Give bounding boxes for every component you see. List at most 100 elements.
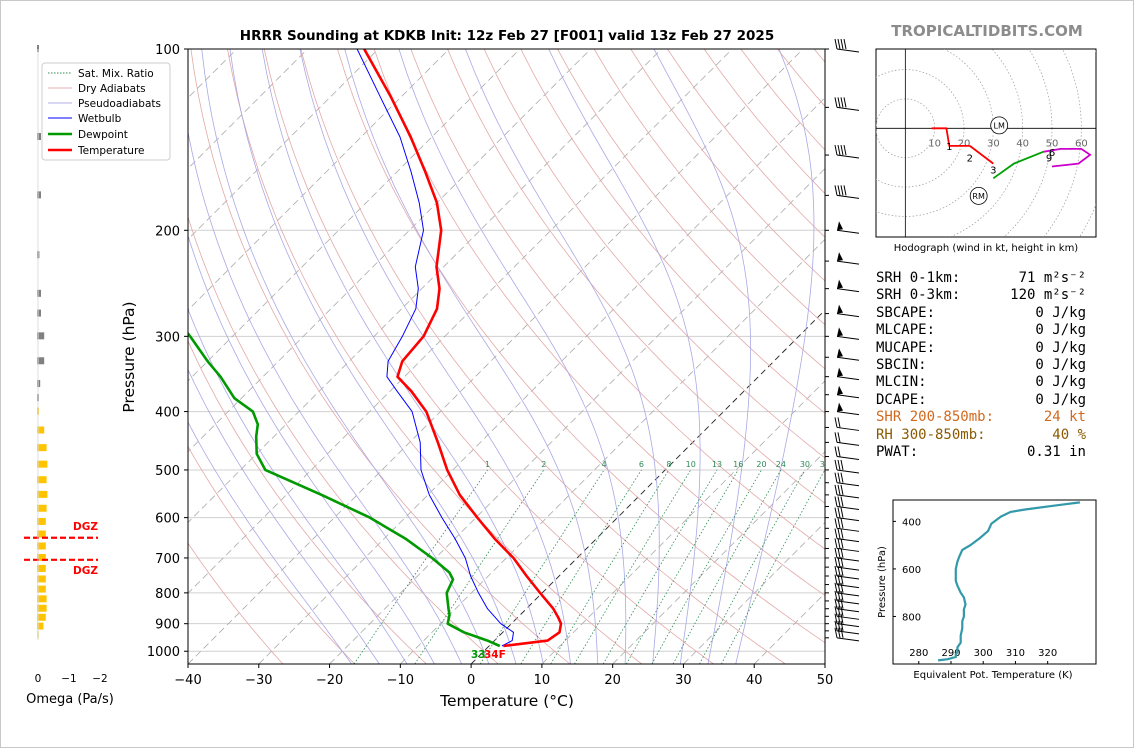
- dry-adiabat: [263, 49, 714, 664]
- wind-barb-feather: [840, 582, 844, 593]
- wind-barb-feather: [834, 590, 838, 602]
- wind-barb-pennant: [837, 252, 843, 262]
- dry-adiabat: [373, 49, 825, 596]
- wind-barb-feather: [837, 507, 841, 518]
- skewt-x-axis-label: Temperature (°C): [439, 692, 574, 710]
- theta-e-y-tick-label: 600: [902, 565, 921, 576]
- dry-adiabat: [300, 49, 786, 664]
- skewt-y-tick-label: 500: [155, 464, 180, 479]
- legend-label-pseudoadiabats: Pseudoadiabats: [78, 98, 161, 110]
- omega-x-axis-label: Omega (Pa/s): [26, 692, 114, 707]
- stat-value: 0 J/kg: [1035, 339, 1086, 356]
- omega-bar: [37, 133, 41, 141]
- theta-e-x-tick-label: 320: [1038, 648, 1057, 659]
- mixing-ratio-line: [414, 469, 545, 664]
- wind-barb-pennant: [837, 367, 843, 377]
- stat-row: SHR 200-850mb: 24 kt: [876, 409, 1086, 426]
- omega-bar: [37, 191, 41, 199]
- wind-barb-pennant: [837, 385, 843, 395]
- stat-label: SHR 200-850mb:: [876, 409, 995, 426]
- wind-barb-staff: [836, 630, 860, 635]
- stat-row: SRH 0-1km: 71 m²s⁻²: [876, 270, 1086, 287]
- stat-value: 71 m²s⁻²: [1018, 270, 1086, 286]
- omega-bar: [37, 585, 46, 593]
- wind-barb: [836, 348, 860, 361]
- omega-bar: [37, 45, 39, 52]
- skewt-x-tick-label: 10: [534, 673, 551, 688]
- wind-barb-staff: [836, 547, 860, 552]
- wind-barb-staff: [836, 313, 860, 318]
- stat-value: 120 m²s⁻²: [1010, 287, 1086, 304]
- wind-barb-feather: [840, 565, 844, 577]
- wind-barb-feather: [840, 557, 844, 568]
- wind-barb: [834, 590, 860, 605]
- pseudoadiabat: [299, 49, 571, 664]
- wind-barb-feather: [834, 538, 838, 549]
- wind-barb-feather: [834, 432, 838, 443]
- wind-barb-feather: [837, 620, 841, 631]
- mixing-ratio-line: [672, 469, 782, 664]
- isotherm--80: [188, 49, 521, 382]
- isotherm-0: [470, 309, 825, 664]
- omega-bar: [37, 564, 46, 572]
- dgz-label-top: DGZ: [73, 521, 98, 533]
- wind-barb-feather: [834, 97, 838, 108]
- wind-barb-feather: [837, 459, 841, 471]
- wind-barb-staff: [836, 229, 860, 234]
- hodograph-segment: [931, 127, 970, 147]
- mixing-ratio-line: [699, 469, 806, 664]
- wind-barb-feather: [837, 496, 841, 507]
- mixing-ratio-label: 36: [820, 460, 830, 469]
- isotherm--70: [188, 49, 591, 453]
- mixing-ratio-label: 30: [800, 460, 810, 469]
- dry-adiabat: [447, 49, 825, 504]
- temperature-profile: [363, 49, 563, 648]
- wind-barb-feather: [834, 38, 838, 50]
- stat-label: SBCIN:: [876, 356, 927, 373]
- omega-bar: [37, 575, 46, 583]
- stat-row: SBCIN: 0 J/kg: [876, 357, 1086, 374]
- wind-barb: [834, 459, 860, 474]
- omega-bar: [37, 332, 45, 340]
- mixing-ratio-line: [550, 469, 670, 664]
- legend-label-dry-adiabats: Dry Adiabats: [78, 83, 146, 95]
- omega-bar: [37, 357, 45, 365]
- wind-barb-staff: [836, 527, 860, 532]
- wind-barb: [834, 598, 860, 613]
- wind-barb: [834, 144, 860, 159]
- wind-barb-feather: [840, 627, 844, 638]
- hodograph-segment: [1043, 147, 1092, 168]
- wind-barb-staff: [836, 517, 860, 522]
- pseudoadiabat: [188, 368, 380, 664]
- wind-barb-feather: [837, 606, 841, 617]
- theta-e-panel: 280 290 300 310 320 400 600 800 Equivalent Pot.…: [877, 499, 1097, 681]
- wind-barb-feather: [834, 144, 838, 156]
- wind-barb: [834, 185, 860, 199]
- omega-bar: [37, 530, 46, 538]
- skewt-y-axis-label: Pressure (hPa): [120, 301, 138, 412]
- wind-barb-staff: [836, 600, 860, 605]
- wind-barb: [836, 279, 860, 293]
- wind-barb-feather: [837, 38, 841, 50]
- wind-barb-staff: [836, 441, 860, 446]
- wind-barb-staff: [836, 615, 860, 620]
- wind-barb-feather: [837, 613, 841, 624]
- wind-barb-feather: [834, 557, 838, 568]
- wind-barb: [834, 484, 860, 499]
- wind-barb-staff: [836, 154, 860, 159]
- hodograph-height-label: 3: [990, 165, 996, 176]
- pseudoadiabat: [201, 49, 490, 664]
- wind-barb: [834, 606, 860, 620]
- stat-value: 0 J/kg: [1035, 374, 1086, 391]
- skewt-x-tick-label: 40: [746, 673, 763, 688]
- skewt-y-tick-label: 800: [155, 587, 180, 602]
- wind-barb-feather: [840, 459, 844, 471]
- wind-barb-feather: [834, 613, 838, 624]
- mixing-ratio-label: 16: [733, 460, 743, 469]
- wind-barb: [836, 385, 860, 399]
- skewt-x-tick-label: 50: [817, 673, 834, 688]
- wind-barb-staff: [836, 482, 860, 487]
- omega-bar: [37, 553, 46, 561]
- wind-barb-feather: [837, 446, 841, 457]
